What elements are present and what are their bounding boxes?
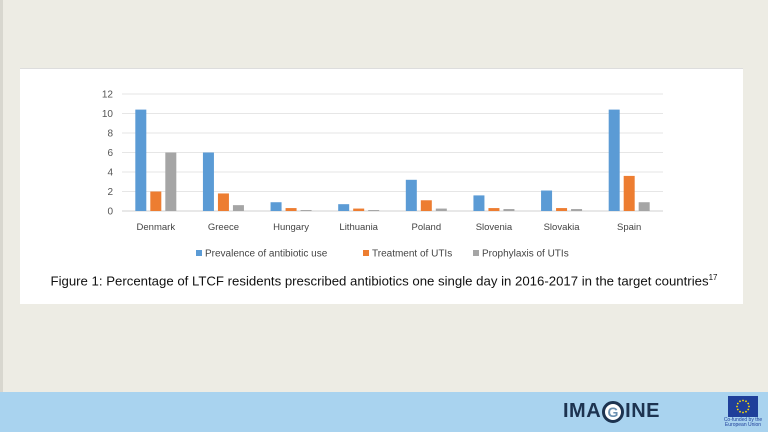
bar-lithuania-3 xyxy=(368,210,380,211)
legend-label: Prophylaxis of UTIs xyxy=(482,249,569,260)
bar-hungary-1 xyxy=(270,202,282,211)
x-tick-label: Poland xyxy=(412,222,442,233)
x-tick-label: Slovenia xyxy=(476,222,513,233)
bar-lithuania-1 xyxy=(338,204,350,211)
legend-swatch xyxy=(473,250,479,256)
bar-denmark-1 xyxy=(135,109,147,211)
legend-label: Prevalence of antibiotic use xyxy=(205,249,328,260)
bar-spain-3 xyxy=(638,202,650,211)
bar-poland-3 xyxy=(435,208,447,211)
y-tick-label: 6 xyxy=(107,148,113,159)
bar-greece-1 xyxy=(202,152,214,211)
imagine-logo: IMA G INE xyxy=(563,400,660,423)
bar-spain-1 xyxy=(608,109,620,211)
logo-g-icon: G xyxy=(602,400,625,423)
legend-swatch xyxy=(363,250,369,256)
bar-denmark-2 xyxy=(150,191,162,211)
bar-hungary-3 xyxy=(300,210,312,211)
figure-caption: Figure 1: Percentage of LTCF residents p… xyxy=(0,273,768,288)
bar-lithuania-2 xyxy=(353,208,365,211)
bar-poland-2 xyxy=(420,200,432,211)
legend-swatch xyxy=(196,250,202,256)
y-tick-label: 2 xyxy=(107,187,113,198)
x-tick-label: Lithuania xyxy=(339,222,378,233)
bar-slovenia-3 xyxy=(503,209,515,211)
bar-slovenia-1 xyxy=(473,195,485,211)
footer-bar xyxy=(0,392,768,432)
logo-text-left: IMA xyxy=(563,400,602,422)
y-tick-label: 8 xyxy=(107,129,113,140)
legend-label: Treatment of UTIs xyxy=(372,249,452,260)
y-tick-label: 4 xyxy=(107,168,113,179)
bar-greece-3 xyxy=(232,205,244,211)
slide-edge xyxy=(0,0,3,432)
bar-denmark-3 xyxy=(165,152,177,211)
bar-slovakia-2 xyxy=(556,208,568,211)
bar-greece-2 xyxy=(217,193,229,211)
logo-text-right: INE xyxy=(625,400,661,422)
caption-text: Figure 1: Percentage of LTCF residents p… xyxy=(50,273,709,289)
x-tick-label: Denmark xyxy=(137,222,176,233)
y-tick-label: 10 xyxy=(102,109,114,120)
bar-slovenia-2 xyxy=(488,208,500,211)
bar-slovakia-3 xyxy=(571,209,583,211)
eu-cofunded-text: Co-funded by the European Union xyxy=(723,417,763,428)
eu-flag-icon xyxy=(728,396,758,417)
x-tick-label: Hungary xyxy=(273,222,309,233)
x-tick-label: Slovakia xyxy=(544,222,581,233)
bar-slovakia-1 xyxy=(541,190,553,211)
bar-hungary-2 xyxy=(285,208,297,211)
y-tick-label: 12 xyxy=(102,90,114,101)
x-tick-label: Spain xyxy=(617,222,641,233)
x-tick-label: Greece xyxy=(208,222,239,233)
bar-poland-1 xyxy=(405,179,417,211)
caption-ref: 17 xyxy=(708,273,718,282)
bar-spain-2 xyxy=(623,175,635,211)
y-tick-label: 0 xyxy=(107,207,113,218)
